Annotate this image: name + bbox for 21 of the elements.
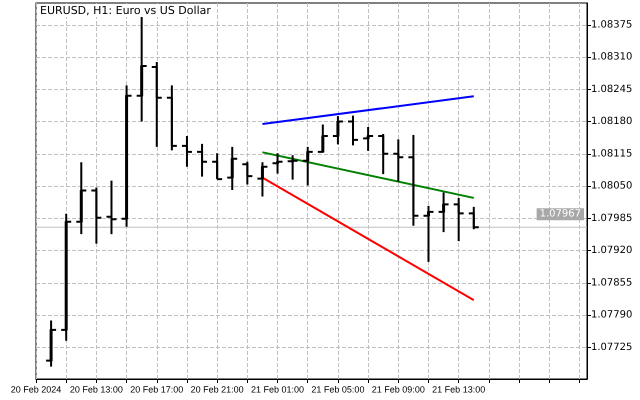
x-tick-label: 20 Feb 2024 xyxy=(10,384,62,394)
y-tick-label: 1.07855 xyxy=(591,277,632,288)
y-tick-label: 1.07985 xyxy=(591,212,632,224)
x-tick-label: 21 Feb 05:00 xyxy=(311,384,364,394)
x-tick-label: 21 Feb 13:00 xyxy=(432,384,486,394)
x-tick-label: 21 Feb 01:00 xyxy=(251,384,304,394)
y-tick-label: 1.08115 xyxy=(591,148,632,160)
y-tick-label: 1.07790 xyxy=(591,310,632,321)
ref-line-label: 1.07967 xyxy=(540,208,581,220)
chart-title: EURUSD, H1: Euro vs US Dollar xyxy=(40,4,212,17)
x-tick-label: 20 Feb 17:00 xyxy=(130,384,184,394)
x-tick-label: 21 Feb 09:00 xyxy=(372,384,425,394)
y-tick-label: 1.07920 xyxy=(591,245,632,256)
y-tick-label: 1.08180 xyxy=(591,116,632,128)
y-tick-label: 1.07725 xyxy=(591,342,632,353)
x-tick-label: 20 Feb 21:00 xyxy=(190,384,244,394)
y-tick-label: 1.08245 xyxy=(591,84,632,95)
y-tick-label: 1.08375 xyxy=(591,19,632,30)
x-tick-label: 20 Feb 13:00 xyxy=(70,384,123,394)
y-tick-label: 1.08310 xyxy=(591,52,632,63)
y-tick-label: 1.08050 xyxy=(591,180,632,192)
